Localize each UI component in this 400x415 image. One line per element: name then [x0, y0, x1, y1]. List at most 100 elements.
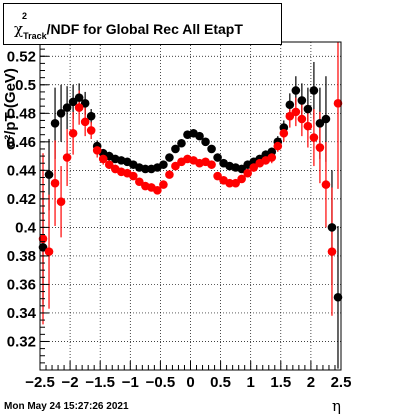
data-point-series-2	[62, 153, 72, 162]
x-tick-label: 0	[186, 374, 194, 391]
data-point-series-2	[333, 99, 343, 108]
grid	[39, 42, 342, 370]
data-point-series-1	[56, 109, 66, 118]
data-point-series-2	[104, 160, 114, 169]
y-tick-label: 0.34	[7, 305, 37, 322]
data-point-series-2	[297, 114, 307, 124]
data-point-series-1	[195, 131, 204, 141]
data-point-series-1	[80, 99, 90, 108]
y-tick-label: 0.32	[7, 333, 36, 350]
chart-title: χ 2 Track/NDF for Global Rec All EtapT	[14, 11, 243, 41]
data-point-series-2	[315, 143, 325, 152]
data-point-series-1	[50, 118, 60, 128]
y-tick-label: 0.38	[7, 248, 36, 265]
data-point-series-2	[50, 178, 60, 188]
data-point-series-2	[80, 117, 90, 127]
data-point-series-2	[249, 163, 259, 172]
data-point-series-1	[62, 103, 72, 112]
data-point-series-1	[303, 104, 313, 114]
y-tick-label: 0.48	[7, 105, 36, 122]
data-point-series-1	[321, 114, 331, 124]
data-point-series-2	[243, 168, 252, 178]
data-point-series-1	[86, 111, 96, 121]
data-point-series-1	[177, 138, 186, 148]
x-tick-label: 1.5	[270, 374, 291, 391]
data-point-series-2	[92, 146, 102, 155]
data-point-series-2	[273, 141, 283, 151]
data-point-series-2	[309, 133, 319, 142]
data-point-series-1	[297, 96, 307, 105]
data-point-series-1	[285, 100, 295, 110]
data-point-series-1	[207, 144, 216, 154]
data-point-series-1	[327, 223, 337, 232]
data-point-series-1	[237, 164, 246, 174]
data-point-series-1	[309, 86, 319, 95]
x-tick-label: −2.5	[25, 374, 55, 391]
x-tick-label: −2	[62, 374, 79, 391]
data-point-series-2	[237, 174, 246, 184]
y-tick-label: 0.5	[15, 77, 36, 94]
data-point-series-2	[321, 180, 331, 189]
data-point-series-2	[207, 160, 216, 169]
data-point-series-2	[213, 171, 222, 181]
data-point-series-2	[291, 107, 301, 117]
title-chi: χ	[14, 20, 24, 38]
y-tick-label: 0.4	[15, 219, 37, 236]
data-point-series-2	[153, 186, 162, 195]
data-point-series-1	[201, 137, 210, 147]
title-rest: /NDF for Global Rec All EtapT	[46, 21, 243, 37]
x-tick-label: −1.5	[85, 374, 115, 391]
data-point-series-2	[171, 161, 180, 171]
title-superscript: 2	[22, 11, 28, 21]
y-tick-label: 0.42	[7, 191, 36, 208]
x-tick-label: −0.5	[146, 374, 176, 391]
data-point-series-1	[74, 93, 84, 102]
data-point-series-2	[44, 247, 54, 256]
x-tick-label: −1	[122, 374, 139, 391]
y-axis-label: σ²/pT (GeV)	[2, 68, 19, 150]
y-axis: 0.32 0.34 0.36 0.38 0.4 0.42 0.44 0.46 0.48 0.5 0.…	[7, 48, 49, 364]
data-point-series-2	[129, 171, 138, 181]
data-point-series-2	[135, 177, 144, 187]
data-point-series-2	[279, 128, 289, 138]
x-axis: −2.5 −2 −1.5 −1 −0.5 0 0.5 1 1.5 2 2.5	[25, 361, 351, 391]
title-subscript: Track	[23, 31, 47, 41]
y-tick-label: 0.36	[7, 276, 36, 293]
data-point-series-2	[327, 247, 337, 256]
data-point-series-1	[141, 164, 150, 174]
data-point-series-2	[56, 197, 66, 207]
chart-title-box: χ 2 Track/NDF for Global Rec All EtapT	[3, 3, 282, 45]
x-tick-label: 0.5	[210, 374, 231, 391]
data-point-series-2	[86, 126, 96, 135]
data-point-series-2	[68, 128, 78, 138]
data-point-series-2	[285, 111, 295, 121]
data-point-series-2	[74, 103, 84, 112]
x-axis-label: η	[332, 397, 341, 415]
x-tick-label: 2.5	[331, 374, 352, 391]
data-point-series-2	[231, 178, 240, 188]
data-point-series-1	[213, 153, 222, 162]
data-point-series-1	[333, 292, 343, 302]
data-point-series-1	[159, 160, 168, 169]
data-point-series-1	[171, 144, 180, 154]
data-point-series-2	[98, 154, 108, 164]
data-point-series-2	[225, 178, 234, 188]
data-point-series-2	[165, 170, 174, 179]
data-point-series-1	[68, 97, 78, 107]
y-tick-label: 0.46	[7, 134, 36, 151]
x-tick-label: 1	[247, 374, 255, 391]
timestamp-footer: Mon May 24 15:27:26 2021	[4, 401, 129, 412]
data-point-series-2	[38, 234, 48, 244]
data-point-series-1	[291, 86, 301, 95]
data-point-series-1	[315, 118, 325, 128]
y-tick-label: 0.52	[7, 48, 36, 65]
x-tick-label: 2	[307, 374, 315, 391]
data-point-series-2	[159, 180, 168, 189]
data-point-series-2	[267, 153, 277, 162]
data-point-series-1	[44, 170, 54, 179]
data-point-series-1	[165, 153, 174, 162]
data-point-series-2	[303, 121, 313, 131]
y-tick-label: 0.44	[7, 162, 37, 179]
data-markers	[38, 86, 343, 302]
